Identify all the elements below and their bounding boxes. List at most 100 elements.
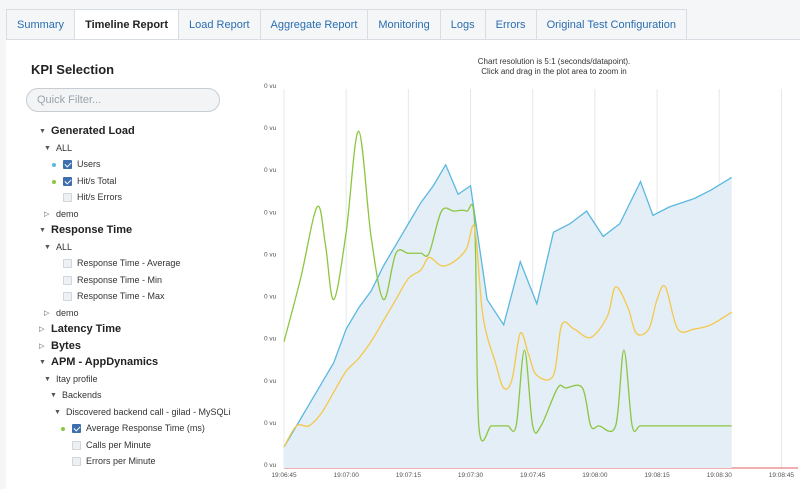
kpi-checkbox[interactable] <box>63 259 72 268</box>
caret-down-icon[interactable]: ▼ <box>39 359 46 366</box>
kpi-item[interactable]: Errors per Minute <box>6 454 244 471</box>
series-color-dot-icon <box>61 427 65 431</box>
caret-right-icon[interactable]: ▷ <box>39 342 45 350</box>
caret-down-icon[interactable]: ▼ <box>39 227 46 234</box>
tab-load-report[interactable]: Load Report <box>178 9 260 40</box>
x-tick-label: 19:08:15 <box>644 472 670 479</box>
x-tick-label: 19:07:45 <box>520 472 546 479</box>
kpi-label: ALL <box>56 241 73 252</box>
kpi-item[interactable]: Response Time - Average <box>6 256 244 273</box>
quick-filter-input[interactable] <box>26 88 220 112</box>
y-tick-label: 0 vu <box>264 209 277 216</box>
series-line-users <box>283 163 733 448</box>
timeline-chart[interactable]: Chart resolution is 5:1 (seconds/datapoi… <box>244 40 800 489</box>
series-line-hits <box>283 130 732 442</box>
kpi-item[interactable]: Calls per Minute <box>6 438 244 455</box>
kpi-label: Itay profile <box>56 373 98 384</box>
chart-note-line-1: Chart resolution is 5:1 (seconds/datapoi… <box>477 57 631 66</box>
kpi-label: Backends <box>62 390 102 400</box>
kpi-label: Errors per Minute <box>86 456 156 466</box>
y-tick-label: 0 vu <box>264 251 277 258</box>
tab-errors[interactable]: Errors <box>484 9 536 40</box>
kpi-label: Bytes <box>51 339 81 352</box>
kpi-group[interactable]: ▼ Generated Load <box>6 124 244 141</box>
tabs: Summary Timeline Report Load Report Aggrega… <box>6 9 800 40</box>
tab-logs[interactable]: Logs <box>439 9 485 40</box>
y-tick-label: 0 vu <box>264 336 277 343</box>
kpi-group[interactable]: ▷ demo <box>6 207 244 224</box>
x-tick-label: 19:08:00 <box>582 472 608 479</box>
kpi-checkbox[interactable] <box>63 292 72 301</box>
caret-down-icon[interactable]: ▼ <box>54 408 61 416</box>
kpi-item[interactable]: Average Response Time (ms) <box>6 421 244 438</box>
tab-aggregate-report[interactable]: Aggregate Report <box>259 9 368 40</box>
timeline-report-panel: KPI Selection ▼Generated Load▼ALLUsersHi… <box>6 39 800 489</box>
kpi-label: ALL <box>56 142 73 153</box>
y-tick-label: 0 vu <box>264 378 277 385</box>
kpi-item[interactable]: Response Time - Min <box>6 273 244 290</box>
kpi-group[interactable]: ▼ APM - AppDynamics <box>6 355 244 372</box>
kpi-item[interactable]: Hit/s Errors <box>6 190 244 207</box>
x-tick-label: 19:07:15 <box>396 472 422 479</box>
y-tick-label: 0 vu <box>264 462 277 469</box>
kpi-group[interactable]: ▷ demo <box>6 306 244 323</box>
kpi-checkbox[interactable] <box>72 457 81 466</box>
series-area-fill <box>284 164 732 469</box>
series-line-response <box>283 224 733 448</box>
chart-plot-svg[interactable]: 19:06:45 19:07:00 19:07:15 19:07:30 19:07:45… <box>244 40 800 489</box>
kpi-item[interactable]: Hit/s Total <box>6 174 244 191</box>
kpi-label: Response Time - Average <box>77 258 181 268</box>
y-tick-label: 0 vu <box>264 294 277 301</box>
kpi-label: APM - AppDynamics <box>51 356 159 368</box>
tab-timeline-report[interactable]: Timeline Report <box>74 9 178 40</box>
kpi-checkbox[interactable] <box>63 160 72 169</box>
kpi-checkbox[interactable] <box>63 193 72 202</box>
kpi-checkbox[interactable] <box>72 424 81 433</box>
kpi-item[interactable]: Response Time - Max <box>6 289 244 306</box>
kpi-label: Average Response Time (ms) <box>86 423 205 433</box>
kpi-group[interactable]: ▷ Latency Time <box>6 322 244 339</box>
kpi-group[interactable]: ▼ Itay profile <box>6 372 244 389</box>
kpi-checkbox[interactable] <box>72 440 81 450</box>
kpi-selection-title: KPI Selection <box>31 62 115 77</box>
kpi-label: Calls per Minute <box>86 439 152 450</box>
kpi-label: Users <box>77 159 101 169</box>
kpi-label: Response Time - Min <box>77 274 163 285</box>
tab-monitoring[interactable]: Monitoring <box>367 9 440 40</box>
caret-right-icon[interactable]: ▷ <box>44 210 50 218</box>
caret-down-icon[interactable]: ▼ <box>44 144 51 152</box>
kpi-group[interactable]: ▼ Backends <box>6 388 244 405</box>
caret-down-icon[interactable]: ▼ <box>50 392 57 399</box>
kpi-group[interactable]: ▼ Response Time <box>6 223 244 240</box>
caret-down-icon[interactable]: ▼ <box>39 128 46 135</box>
kpi-label: demo <box>56 307 79 318</box>
x-tick-label: 19:07:00 <box>334 472 360 479</box>
caret-down-icon[interactable]: ▼ <box>44 243 51 251</box>
caret-down-icon[interactable]: ▼ <box>44 375 51 383</box>
tab-summary[interactable]: Summary <box>6 9 75 40</box>
kpi-item[interactable]: Users <box>6 157 244 174</box>
kpi-checkbox[interactable] <box>63 275 72 285</box>
kpi-label: Response Time <box>51 224 133 236</box>
kpi-group[interactable]: ▼ ALL <box>6 141 244 158</box>
tab-original-test-configuration[interactable]: Original Test Configuration <box>535 9 687 40</box>
kpi-group[interactable]: ▷ Bytes <box>6 339 244 356</box>
y-tick-label: 0 vu <box>264 420 277 427</box>
kpi-group[interactable]: ▼ Discovered backend call - gilad - MySQL… <box>6 405 244 422</box>
kpi-label: Hit/s Total <box>77 175 117 186</box>
kpi-label: Discovered backend call - gilad - MySQLi <box>66 406 231 417</box>
kpi-label: demo <box>56 208 79 219</box>
x-tick-label: 19:08:30 <box>707 472 733 479</box>
kpi-sidebar: KPI Selection ▼Generated Load▼ALLUsersHi… <box>6 40 244 489</box>
kpi-label: Generated Load <box>51 125 135 137</box>
y-tick-label: 0 vu <box>264 83 277 90</box>
x-tick-label: 19:06:45 <box>271 472 297 479</box>
kpi-group[interactable]: ▼ ALL <box>6 240 244 257</box>
series-color-dot-icon <box>52 179 56 184</box>
kpi-checkbox[interactable] <box>63 176 72 186</box>
tab-bar: Summary Timeline Report Load Report Aggrega… <box>0 0 800 40</box>
kpi-label: Hit/s Errors <box>77 192 122 202</box>
series-color-dot-icon <box>52 163 56 167</box>
caret-right-icon[interactable]: ▷ <box>39 326 45 333</box>
caret-right-icon[interactable]: ▷ <box>44 309 50 317</box>
